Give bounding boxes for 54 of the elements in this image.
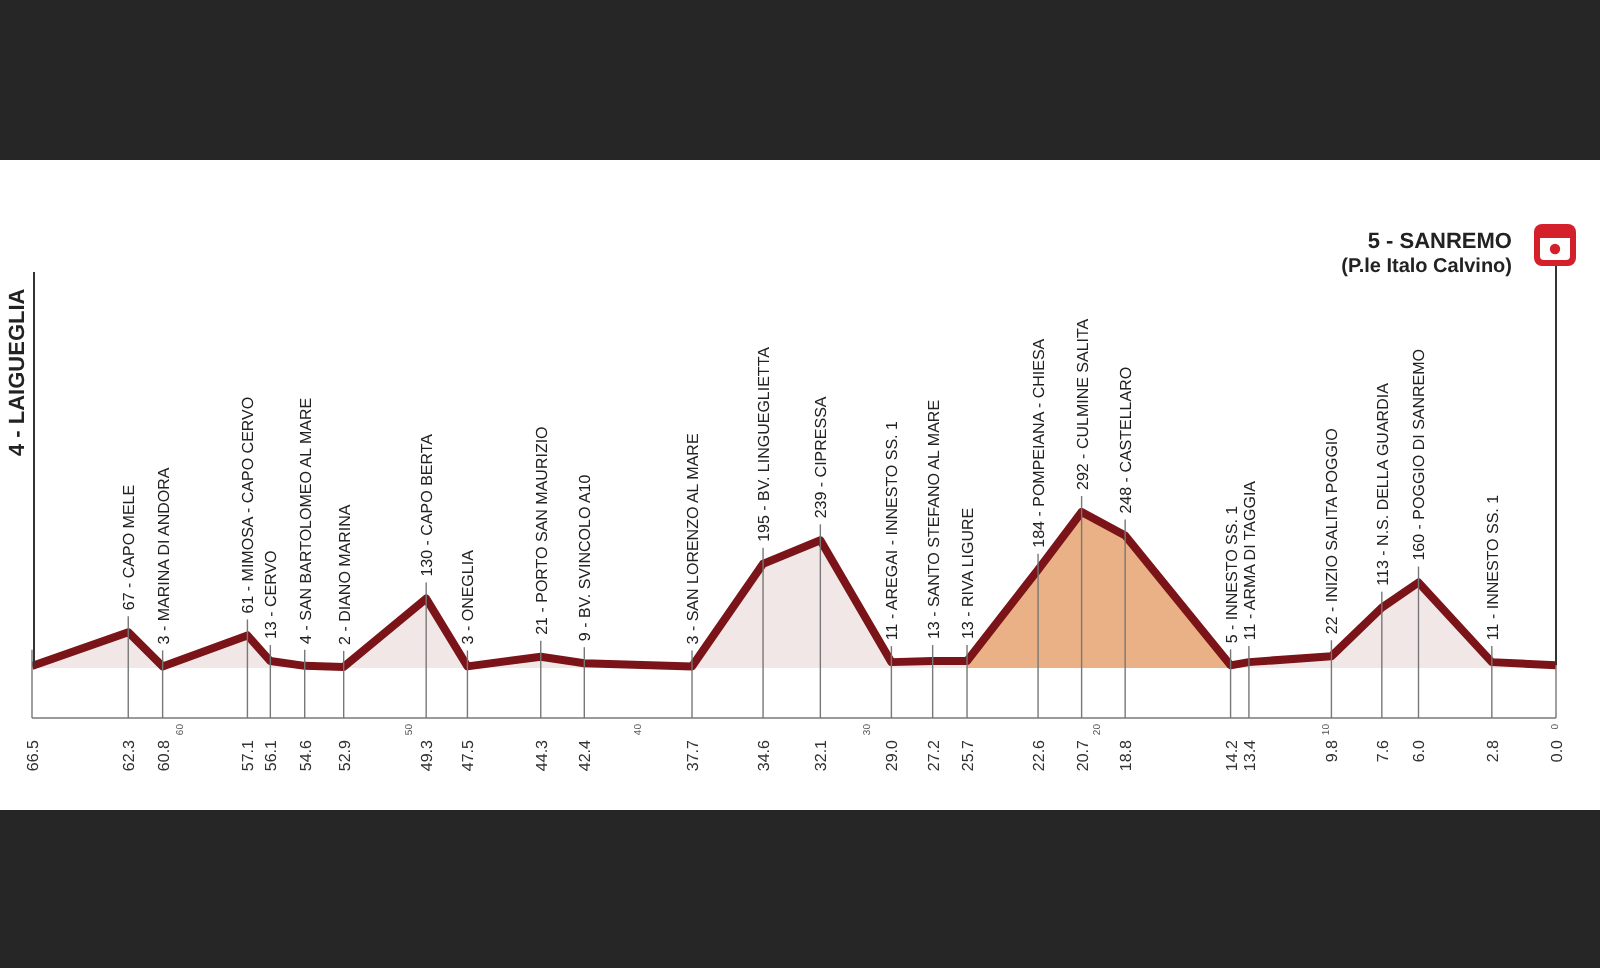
x-tick-label: 34.6 [754,738,773,772]
text: 4 - LAIGUEGLIA [6,288,30,456]
data-label: 5 - INNESTO SS. 1 [1221,504,1240,644]
x-tick-label: 66.5 [23,738,41,772]
data-label: 11 - INNESTO SS. 1 [1482,493,1501,641]
data-label: 113 - N.S. DELLA GUARDIA [1372,381,1391,586]
data-label: 2 - DIANO MARINA [334,503,353,645]
text: 5 - SANREMO (P.le Italo Calvino) [1341,230,1513,278]
data-label: 4 - SAN BARTOLOMEO AL MARE [295,397,314,644]
data-label: 67 - CAPO MELE [119,484,138,611]
x-tick-label: 7.6 [1372,738,1391,763]
data-label: 9 - BV. SVINCOLO A10 [575,473,594,642]
x-tick-label: 13.4 [1239,738,1258,772]
data-label: 130 - CAPO BERTA [417,432,436,577]
x-tick-label: 60.8 [153,738,172,772]
x-tick-label: 42.4 [575,738,594,772]
data-label: 184 - POMPEIANA - CHIESA [1029,337,1048,548]
x-tick-label: 20.7 [1072,738,1091,772]
x-tick-label: 49.3 [417,738,436,772]
x-tick-label: 44.3 [531,738,550,772]
x-tick-label: 6.0 [1409,738,1428,763]
x-tick-label: 52.9 [334,738,353,772]
x-tick-label: 27.2 [923,738,942,772]
x-tick-label: 37.7 [683,738,702,772]
data-label: 21 - PORTO SAN MAURIZIO [531,426,550,635]
data-label: 13 - CERVO [261,550,280,640]
data-label: 3 - SAN LORENZO AL MARE [683,433,702,645]
data-label: 3 - MARINA DI ANDORA [153,466,172,645]
x-tick-label: 9.8 [1322,738,1341,763]
data-label: 3 - ONEGLIA [458,548,477,645]
x-tick-label: 47.5 [458,738,477,772]
x-tick-label: 14.2 [1221,738,1240,772]
x-tick-label: 22.6 [1029,738,1048,772]
x-tick-label: 0.0 [1547,738,1565,763]
x-tick-label: 57.1 [238,738,257,772]
data-label: 61 - MIMOSA - CAPO CERVO [238,396,257,614]
data-label: 11 - ARMA DI TAGGIA [1239,479,1258,641]
data-label: 13 - SANTO STEFANO AL MARE [923,399,942,640]
x-tick-label: 25.7 [958,738,977,772]
data-label: 248 - CASTELLARO [1116,366,1135,514]
x-tick-label: 62.3 [119,738,138,772]
x-tick-label: 54.6 [295,738,314,772]
data-label: 195 - BV. LINGUEGLIETTA [754,345,773,542]
x-tick-label: 18.8 [1116,738,1135,772]
x-tick-label: 32.1 [811,738,830,772]
x-tick-label: 2.8 [1482,738,1501,763]
data-label: 22 - INIZIO SALITA POGGIO [1322,428,1341,635]
x-tick-label: 56.1 [261,738,280,772]
data-label: 239 - CIPRESSA [811,395,830,519]
data-label: 11 - AREGAI - INNESTO SS. 1 [882,419,901,641]
x-tick-label: 29.0 [882,738,901,772]
data-label: 160 - POGGIO DI SANREMO [1409,348,1428,561]
data-label: 13 - RIVA LIGURE [958,507,977,640]
data-label: 292 - CULMINE SALITA [1072,317,1091,490]
